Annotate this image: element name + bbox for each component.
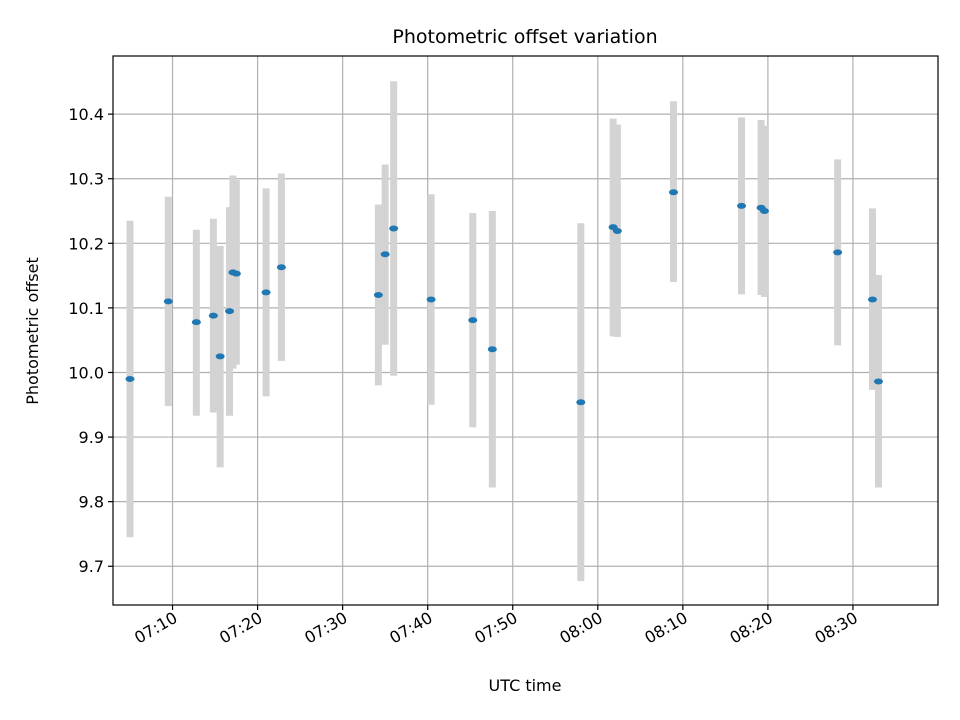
data-points <box>125 189 883 406</box>
data-point <box>225 308 235 315</box>
y-tick-label: 10.1 <box>68 299 104 318</box>
y-tick-label: 10.2 <box>68 234 104 253</box>
data-point <box>873 378 883 385</box>
y-axis-label: Photometric offset <box>23 257 42 405</box>
data-point <box>468 317 478 324</box>
data-point <box>737 202 747 209</box>
y-tick-label: 9.9 <box>79 428 104 447</box>
chart-title: Photometric offset variation <box>392 26 657 48</box>
data-point <box>215 353 225 360</box>
data-point <box>389 225 399 232</box>
data-point <box>612 228 622 235</box>
x-grid <box>171 56 854 605</box>
data-point <box>833 249 843 256</box>
data-point <box>231 270 241 277</box>
data-point <box>208 312 218 319</box>
data-point <box>487 346 497 353</box>
data-point <box>668 189 678 196</box>
data-point <box>759 208 769 215</box>
data-point <box>191 319 201 326</box>
data-point <box>868 296 878 303</box>
y-grid <box>113 113 938 567</box>
data-point <box>163 298 173 305</box>
x-axis-label: UTC time <box>489 676 562 695</box>
y-tick-label: 10.0 <box>68 363 104 382</box>
data-point <box>576 399 586 406</box>
data-point <box>125 375 135 382</box>
data-point <box>426 296 436 303</box>
plot-frame <box>112 55 939 606</box>
y-tick-label: 9.7 <box>79 557 104 576</box>
data-point <box>261 289 271 296</box>
y-axis-ticks: 9.7 9.8 9.9 10.0 10.1 10.2 10.3 10.4 <box>68 105 113 576</box>
data-point <box>276 264 286 271</box>
y-tick-label: 9.8 <box>79 493 104 512</box>
data-point <box>373 291 383 298</box>
data-point <box>380 251 390 258</box>
y-tick-label: 10.4 <box>68 105 104 124</box>
y-tick-label: 10.3 <box>68 170 104 189</box>
